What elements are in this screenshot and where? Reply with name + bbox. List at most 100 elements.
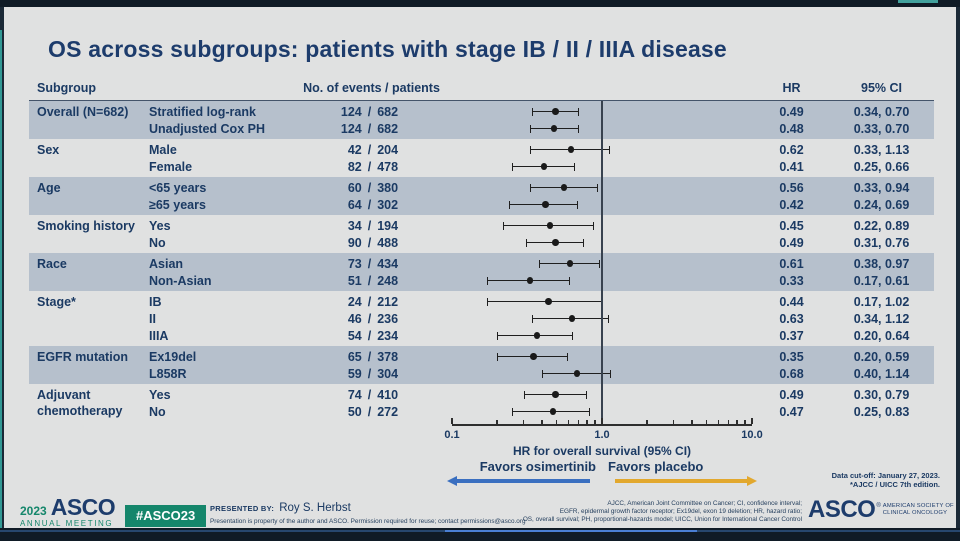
table-row: ≥65 years 64/302 0.42 0.24, 0.69 xyxy=(144,196,934,213)
subgroup-label: Age xyxy=(37,181,61,195)
presenter-name: Roy S. Herbst xyxy=(279,502,351,514)
axis-major-tick xyxy=(751,418,753,424)
axis-minor-tick xyxy=(705,420,708,424)
table-row: <65 years 60/380 0.56 0.33, 0.94 xyxy=(144,179,934,196)
hr-value: 0.68 xyxy=(779,366,804,381)
meeting-year: 2023 xyxy=(20,504,47,518)
row-name: Yes xyxy=(149,387,171,402)
permission-disclaimer: Presentation is property of the author a… xyxy=(210,518,526,525)
ci-value: 0.20, 0.59 xyxy=(853,349,910,364)
ci-value: 0.20, 0.64 xyxy=(853,328,910,343)
plot-cell xyxy=(449,234,754,251)
abbreviation-line: AJCC, American Joint Committee on Cancer… xyxy=(607,500,802,507)
hr-point-marker xyxy=(552,239,559,246)
subgroup-band: Smoking history Yes 34/194 0.45 0.22, 0.89 No… xyxy=(29,215,934,253)
abbreviations-note: AJCC, American Joint Committee on Cancer… xyxy=(523,500,802,523)
plot-cell xyxy=(449,196,754,213)
frame-bottom-bar xyxy=(0,528,960,541)
hr-point-marker xyxy=(545,298,552,305)
ci-value: 0.34, 1.12 xyxy=(853,311,910,326)
row-name: II xyxy=(149,311,156,326)
subgroup-label: Race xyxy=(37,257,67,271)
events-patients-value: 51/248 xyxy=(347,273,399,288)
frame-top-bar xyxy=(0,0,960,7)
row-name: Asian xyxy=(149,256,184,271)
hr-value: 0.41 xyxy=(779,159,804,174)
ci-value: 0.33, 1.13 xyxy=(853,142,910,157)
events-patients-value: 124/682 xyxy=(340,104,399,119)
table-row: Asian 73/434 0.61 0.38, 0.97 xyxy=(144,255,934,272)
row-name: Stratified log-rank xyxy=(149,104,256,119)
header-hr: HR xyxy=(782,80,801,95)
table-row: IB 24/212 0.44 0.17, 1.02 xyxy=(144,293,934,310)
axis-minor-tick xyxy=(691,420,693,424)
plot-cell xyxy=(449,310,754,327)
events-patients-value: 34/194 xyxy=(347,218,399,233)
plot-cell xyxy=(449,158,754,175)
table-header-row: Subgroup No. of events / patients HR 95%… xyxy=(29,75,934,101)
asco-tagline-line: AMERICAN SOCIETY OF xyxy=(882,503,954,510)
table-row: Ex19del 65/378 0.35 0.20, 0.59 xyxy=(144,348,934,365)
table-row: Non-Asian 51/248 0.33 0.17, 0.61 xyxy=(144,272,934,289)
row-name: Male xyxy=(149,142,177,157)
events-patients-value: 24/212 xyxy=(347,294,399,309)
data-cutoff-note: Data cut-off: January 27, 2023. *AJCC / … xyxy=(832,471,940,489)
hr-value: 0.47 xyxy=(779,404,804,419)
ci-value: 0.30, 0.79 xyxy=(853,387,910,402)
table-body: Overall (N=682) Stratified log-rank 124/68… xyxy=(29,101,934,422)
hr-value: 0.49 xyxy=(779,235,804,250)
ci-value: 0.25, 0.66 xyxy=(853,159,910,174)
presented-by-block: PRESENTED BY: Roy S. Herbst Presentation… xyxy=(210,502,526,525)
hr-point-marker xyxy=(526,277,534,284)
plot-cell xyxy=(449,103,754,120)
axis-minor-tick xyxy=(717,420,720,424)
table-row: No 90/488 0.49 0.31, 0.76 xyxy=(144,234,934,251)
table-row: Stratified log-rank 124/682 0.49 0.34, 0.70 xyxy=(144,103,934,120)
teal-accent-left xyxy=(0,30,2,541)
table-row: Yes 34/194 0.45 0.22, 0.89 xyxy=(144,217,934,234)
events-patients-value: 65/378 xyxy=(347,349,399,364)
plot-cell xyxy=(449,217,754,234)
axis-minor-tick xyxy=(744,420,746,424)
hr-value: 0.45 xyxy=(779,218,804,233)
hr-value: 0.33 xyxy=(779,273,804,288)
events-patients-value: 74/410 xyxy=(347,387,399,402)
favors-placebo-label: Favors placebo xyxy=(608,459,704,474)
hr-point-marker xyxy=(567,146,575,153)
ci-value: 0.17, 0.61 xyxy=(853,273,910,288)
events-patients-value: 73/434 xyxy=(347,256,399,271)
events-patients-value: 124/682 xyxy=(340,121,399,136)
subgroup-label: Overall (N=682) xyxy=(37,105,129,119)
video-progress-bar[interactable] xyxy=(445,529,697,532)
hr-value: 0.49 xyxy=(779,387,804,402)
axis-minor-tick xyxy=(577,420,580,424)
ci-value: 0.24, 0.69 xyxy=(853,197,910,212)
hr-value: 0.37 xyxy=(779,328,804,343)
axis-minor-tick xyxy=(555,420,558,424)
header-subgroup: Subgroup xyxy=(37,80,97,95)
ci-value: 0.31, 0.76 xyxy=(853,235,910,250)
meeting-subtitle: ANNUAL MEETING xyxy=(20,519,114,528)
axis-minor-tick xyxy=(496,420,498,424)
asco-tagline-line: CLINICAL ONCOLOGY xyxy=(882,510,948,516)
axis-major-tick xyxy=(451,418,453,424)
hr-value: 0.56 xyxy=(779,180,804,195)
plot-cell xyxy=(449,348,754,365)
axis-minor-tick xyxy=(672,420,675,424)
header-events: No. of events / patients xyxy=(303,80,440,95)
plot-cell xyxy=(449,255,754,272)
plot-cell xyxy=(449,386,754,403)
row-name: <65 years xyxy=(149,180,207,195)
events-patients-value: 59/304 xyxy=(347,366,399,381)
axis-line xyxy=(452,424,752,426)
ci-value: 0.34, 0.70 xyxy=(853,104,910,119)
edition-line: *AJCC / UICC 7th edition. xyxy=(849,480,940,489)
hr-value: 0.48 xyxy=(779,121,804,136)
events-patients-value: 50/272 xyxy=(347,404,399,419)
axis-label: HR for overall survival (95% CI) xyxy=(512,444,692,458)
favors-osimertinib-arrow xyxy=(447,475,590,485)
row-name: ≥65 years xyxy=(149,197,206,212)
table-row: Yes 74/410 0.49 0.30, 0.79 xyxy=(144,386,934,403)
forest-plot-table: Subgroup No. of events / patients HR 95%… xyxy=(29,75,934,485)
